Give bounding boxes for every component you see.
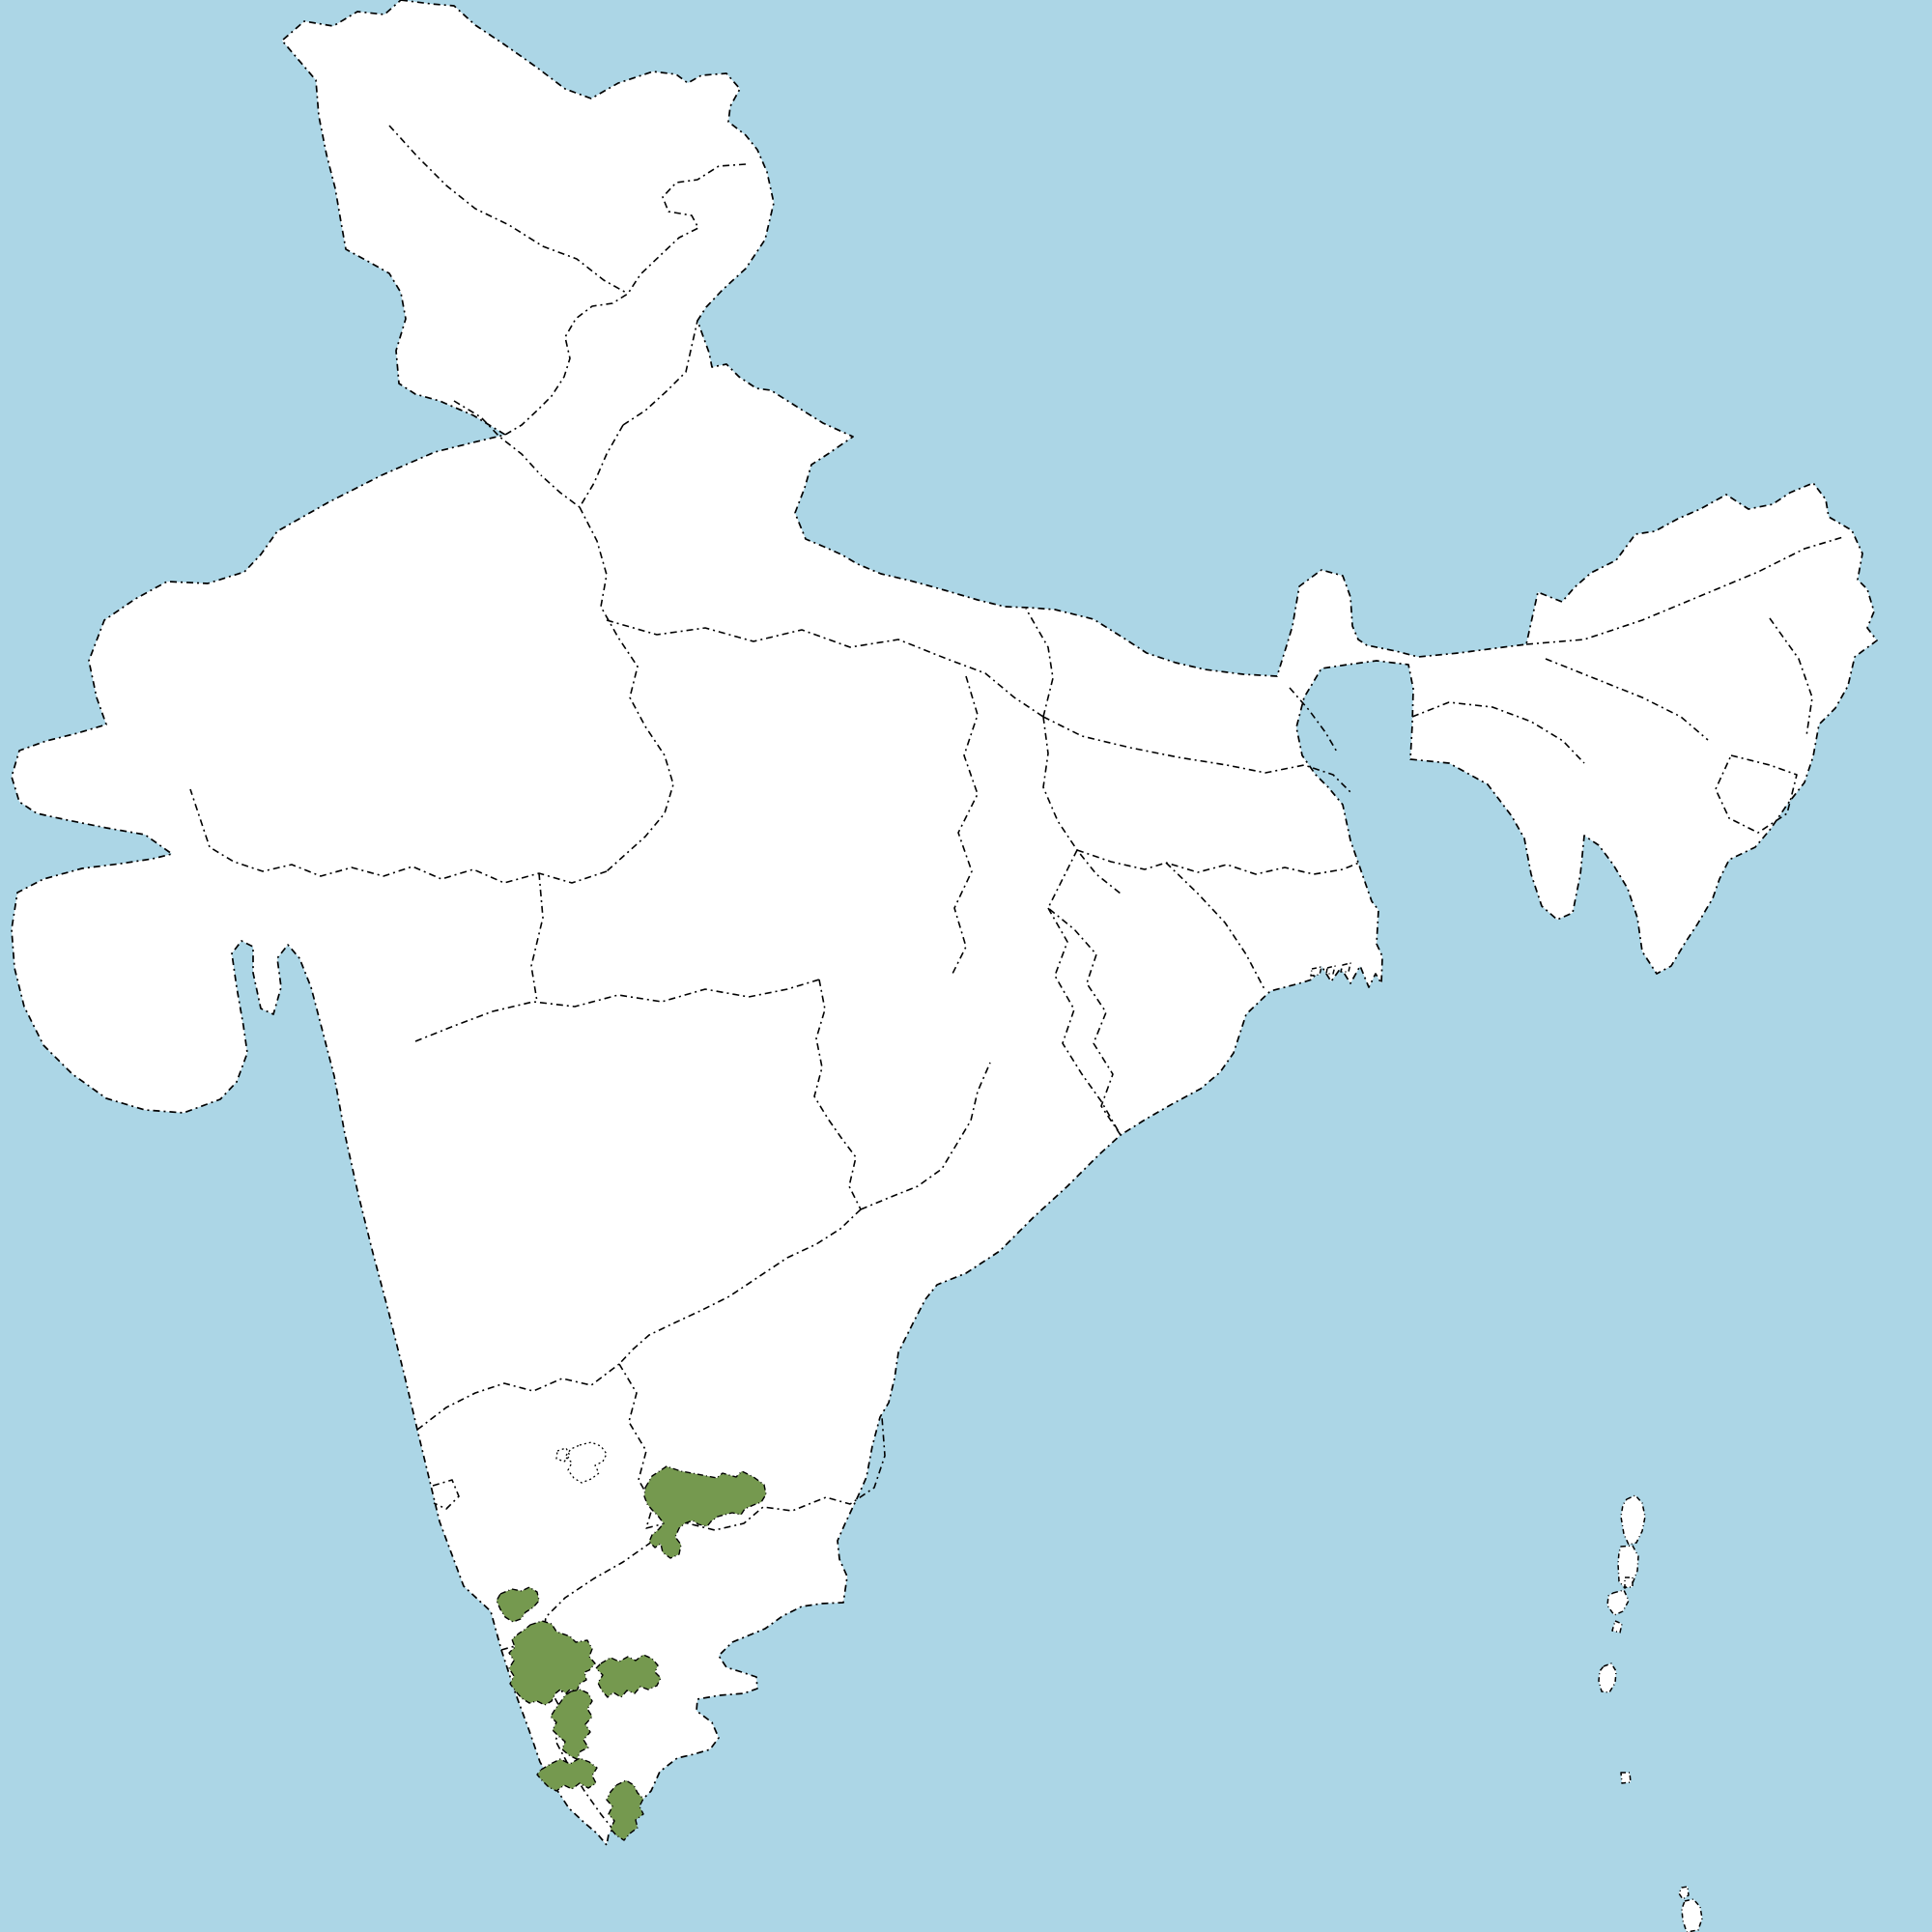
border-himachal-uttarakhand	[622, 320, 698, 426]
highlight-district-1	[643, 1465, 767, 1559]
highlight-district-3	[508, 1620, 596, 1706]
border-maharashtra-karnataka	[416, 1363, 620, 1431]
border-telangana-inner	[860, 1062, 991, 1210]
border-uttarakhand-up	[540, 424, 624, 508]
landmass-group	[11, 0, 1878, 1846]
state-borders-group	[189, 125, 1844, 1834]
border-karnataka-tamilnadu	[542, 1520, 677, 1640]
border-gujarat-mp	[530, 872, 544, 1003]
border-nagaland	[1769, 617, 1813, 737]
island-north-andaman	[1620, 1494, 1646, 1546]
islands-group	[1310, 962, 1703, 1932]
border-bihar-jharkhand	[1042, 716, 1351, 793]
highlighted-districts-group	[496, 1465, 767, 1841]
border-meghalaya	[1411, 701, 1585, 764]
island-rutland	[1611, 1620, 1623, 1634]
highlight-district-6	[536, 1757, 598, 1792]
border-manipur	[1715, 754, 1798, 834]
island-great-nicobar	[1681, 1898, 1703, 1932]
border-assam-valley	[1545, 658, 1709, 741]
border-rajasthan-gujarat	[189, 788, 608, 884]
border-jammukashmir-punjab	[388, 125, 629, 295]
border-chhattisgarh-odisha	[1047, 907, 1122, 1136]
border-mp-maharashtra	[414, 979, 820, 1042]
island-little-andaman	[1598, 1662, 1617, 1693]
district-outline-small	[555, 1447, 571, 1463]
island-sundarban-1	[1310, 966, 1322, 977]
border-goa	[432, 1479, 460, 1510]
island-baratang	[1624, 1577, 1634, 1588]
island-car-nicobar	[1620, 1772, 1632, 1784]
highlight-district-7	[606, 1779, 644, 1841]
highlight-district-4	[595, 1654, 662, 1698]
border-westbengal-north	[1289, 687, 1339, 754]
island-little-nicobar	[1678, 1886, 1690, 1900]
border-tamilnadu-ap	[675, 1416, 886, 1531]
island-south-andaman	[1606, 1589, 1630, 1616]
border-assam-arunachal	[1525, 536, 1844, 645]
border-maharashtra-east	[813, 979, 862, 1210]
highlight-district-2	[496, 1586, 540, 1623]
india-mainland	[11, 0, 1878, 1846]
border-up-mp	[606, 619, 1044, 718]
island-sundarban-3	[1340, 962, 1351, 973]
border-jharkhand-chhattisgarh	[1042, 716, 1122, 895]
border-up-bihar	[1025, 608, 1054, 718]
border-chhattisgarh-odisha-north	[1047, 849, 1078, 909]
island-sundarban-2	[1325, 965, 1336, 975]
border-karnataka-ap	[618, 1363, 677, 1529]
border-punjab-haryana	[453, 400, 542, 476]
border-rajasthan-east	[579, 506, 674, 872]
border-mp-chhattisgarh	[951, 675, 979, 977]
border-jammukashmir-himachal	[504, 163, 747, 436]
border-westbengal-odisha	[1165, 862, 1266, 992]
district-outline-bangalore	[564, 1441, 608, 1484]
